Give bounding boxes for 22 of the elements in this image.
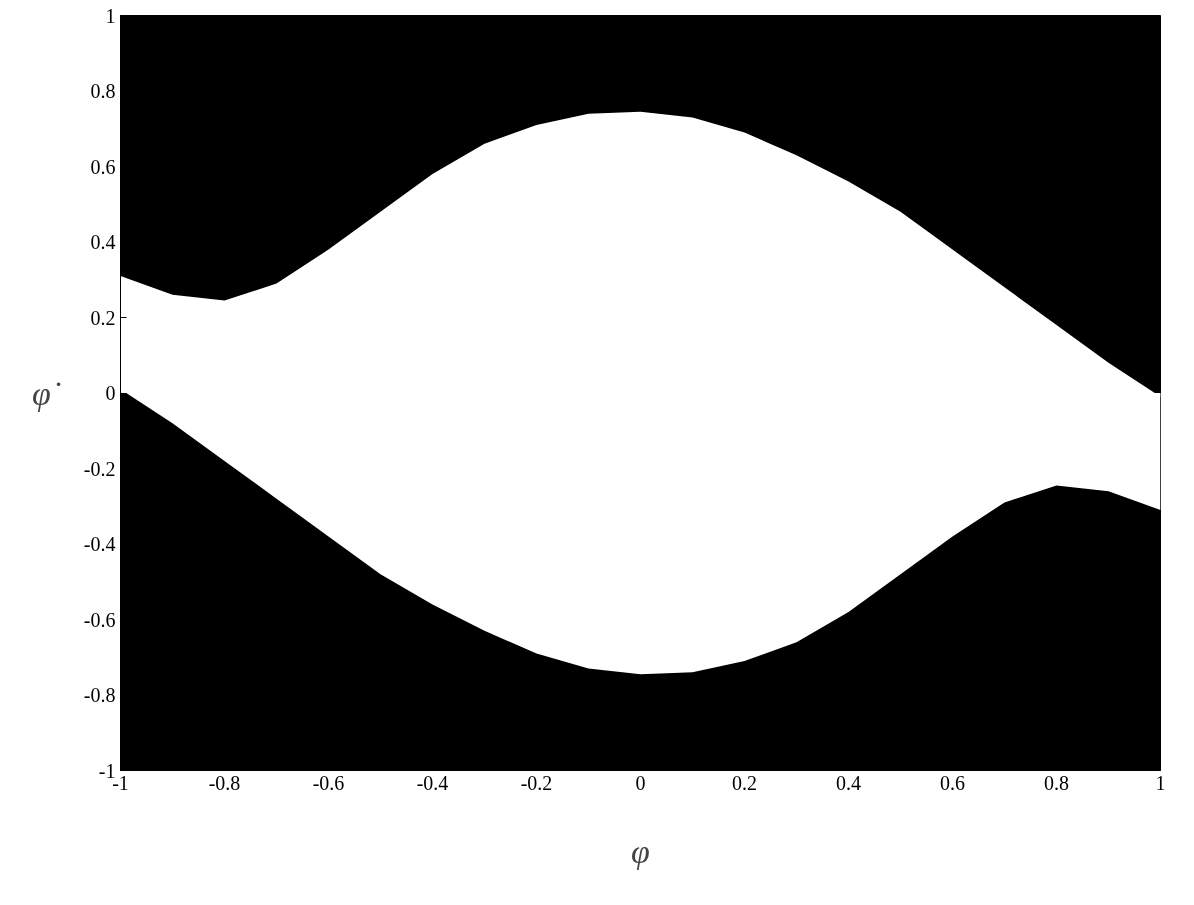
y-tick-label: 0.8 bbox=[90, 80, 116, 102]
y-tick-label: 0.2 bbox=[90, 306, 116, 329]
x-tick-label: 0.8 bbox=[1044, 771, 1069, 794]
y-tick-label: 0.4 bbox=[90, 231, 116, 253]
x-tick-label: 0 bbox=[635, 771, 646, 794]
x-tick-label: 0.4 bbox=[836, 771, 861, 794]
x-axis-title: φ bbox=[631, 832, 650, 870]
x-tick-label: -0.4 bbox=[416, 771, 449, 794]
y-tick-label: 0 bbox=[105, 382, 116, 404]
y-tick-label: -0.6 bbox=[83, 608, 116, 631]
x-tick-label: 1 bbox=[1155, 771, 1166, 794]
x-tick-label: 0.2 bbox=[732, 771, 757, 794]
x-tick-label: -0.8 bbox=[208, 771, 241, 794]
y-tick-label: 1 bbox=[105, 4, 116, 27]
y-tick-label: -0.8 bbox=[83, 684, 116, 706]
y-tick-label: -0.2 bbox=[83, 457, 116, 480]
x-tick-label: 0.6 bbox=[940, 771, 965, 794]
x-tick-label: -0.2 bbox=[520, 771, 553, 794]
y-axis-title: φ̇ bbox=[32, 374, 61, 412]
y-tick-label: -0.4 bbox=[83, 533, 116, 555]
x-tick-label: -0.6 bbox=[312, 771, 345, 794]
y-tick-label: 0.6 bbox=[90, 155, 116, 178]
